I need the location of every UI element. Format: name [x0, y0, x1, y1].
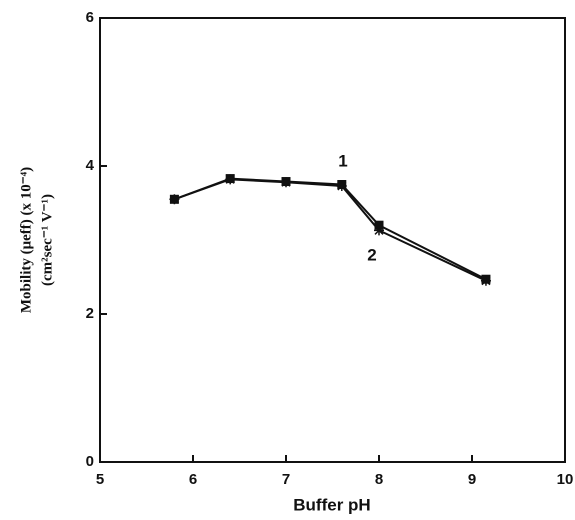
x-tick-label: 6	[189, 471, 197, 488]
marker	[374, 225, 384, 236]
y-tick-label: 6	[86, 9, 94, 26]
marker	[225, 174, 236, 185]
y-axis-label: Mobility (μeff) (x 10⁻⁴)	[18, 167, 34, 313]
marker	[480, 275, 491, 286]
y-axis-label: (cm²sec⁻¹ V⁻¹)	[39, 194, 55, 286]
y-tick-label: 0	[86, 453, 94, 470]
x-tick-label: 9	[468, 471, 476, 488]
marker	[281, 177, 291, 188]
x-tick-label: 5	[96, 471, 104, 488]
plot-frame	[99, 17, 566, 463]
y-tick-label: 2	[86, 305, 94, 322]
marker	[336, 180, 347, 191]
x-tick-label: 7	[282, 471, 290, 488]
y-tick-label: 4	[86, 157, 95, 174]
series-line	[174, 177, 487, 281]
x-axis-label: Buffer pH	[293, 495, 370, 514]
x-tick-label: 8	[375, 471, 383, 488]
series-label: 1	[338, 151, 347, 170]
series-label: 2	[367, 245, 376, 264]
x-tick-label: 10	[557, 471, 574, 488]
series-line	[174, 178, 487, 282]
marker	[169, 194, 180, 205]
marker	[374, 220, 384, 230]
